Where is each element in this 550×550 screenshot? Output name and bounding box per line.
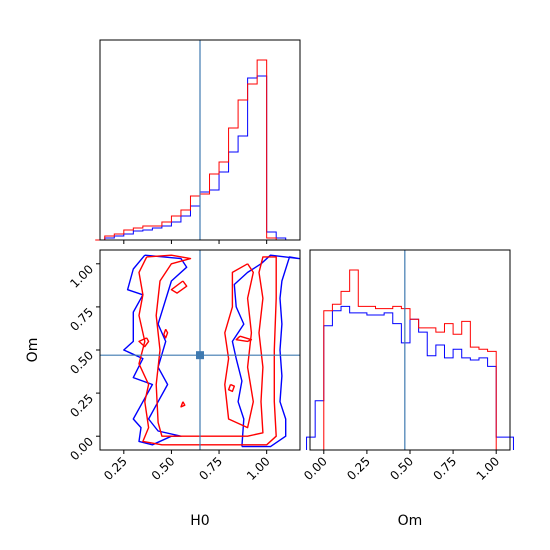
contour-series-1-7: [180, 401, 186, 408]
joint-xtick-label-1: 0.50: [149, 454, 178, 483]
joint-contours: [123, 254, 300, 448]
x-axis-label-om: Om: [398, 513, 423, 529]
om-hist-frame: [309, 249, 511, 451]
joint-xtick-label-3: 1.00: [244, 454, 273, 483]
h0-histogram-panel: [95, 39, 301, 244]
om-xtick-label-1: 0.25: [344, 454, 373, 483]
contour-series-1-2: [170, 280, 188, 294]
om-xtick-label-2: 0.50: [387, 454, 416, 483]
h0-hist-frame: [99, 39, 301, 241]
contour-series-1-4: [163, 328, 169, 339]
joint-contour-panel: 0.25 0.50 0.75 1.000.000.250.500.751.00: [67, 249, 301, 483]
contour-series-1-5: [235, 335, 253, 343]
contour-series-0-1: [231, 254, 300, 448]
joint-xtick-label-0: 0.25: [101, 454, 130, 483]
om-histogram-panel: 0.00 0.25 0.50 0.75 1.00: [301, 249, 514, 483]
om-hist-series-0: [306, 305, 514, 450]
joint-ytick-label-3: 0.75: [67, 305, 96, 334]
om-hist-series-1: [323, 269, 497, 450]
x-axis-label-h0: H0: [190, 513, 209, 529]
joint-ytick-label-4: 1.00: [67, 262, 96, 291]
h0-hist-series-0: [104, 75, 287, 240]
joint-ytick-label-1: 0.25: [67, 391, 96, 420]
axis-labels: H0 Om Om: [25, 338, 422, 529]
joint-ytick-label-0: 0.00: [67, 434, 96, 463]
joint-truth-marker: [196, 351, 204, 360]
h0-hist-series-1: [95, 59, 277, 241]
joint-ytick-label-2: 0.50: [67, 348, 96, 377]
contour-series-0-0: [123, 254, 188, 446]
om-xtick-label-3: 0.75: [430, 454, 459, 483]
y-axis-label-om: Om: [25, 338, 41, 363]
joint-xtick-label-2: 0.75: [196, 454, 225, 483]
om-xtick-label-0: 0.00: [301, 454, 330, 483]
contour-series-1-6: [227, 383, 236, 393]
contour-series-1-3: [138, 337, 150, 348]
contour-series-1-0: [138, 254, 277, 446]
om-xtick-label-4: 1.00: [474, 454, 503, 483]
contour-series-1-1: [224, 263, 255, 429]
